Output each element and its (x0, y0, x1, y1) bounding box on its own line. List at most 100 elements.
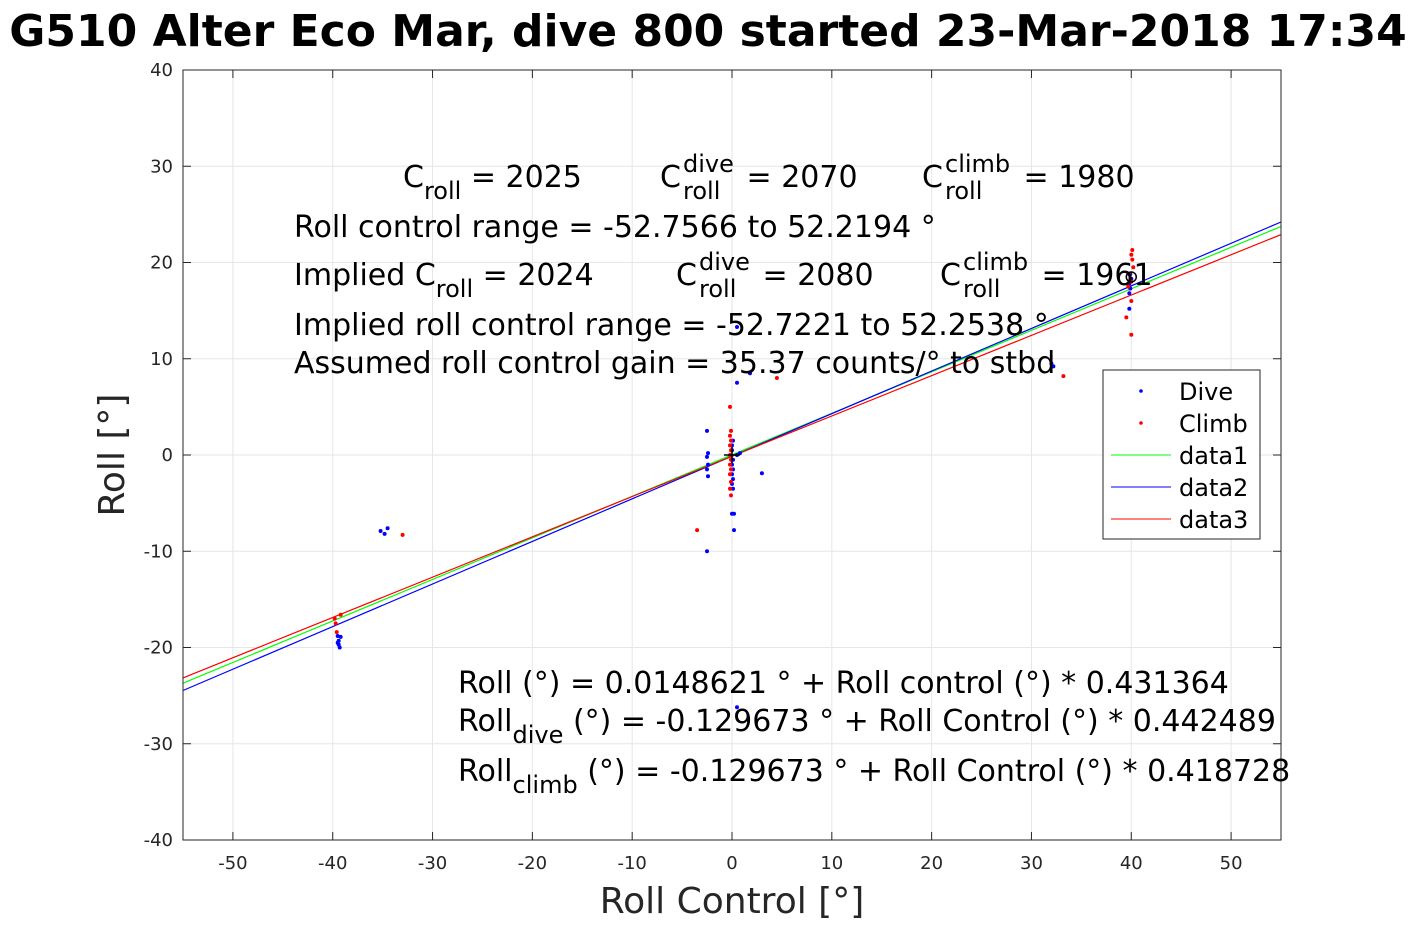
legend-climb-marker (1139, 421, 1143, 425)
y-axis-ticks: -40 -30 -20 -10 0 10 20 30 40 (144, 60, 1281, 851)
dive-point (732, 528, 736, 533)
climb-point (728, 443, 732, 448)
annotation-gain: Assumed roll control gain = 35.37 counts… (294, 346, 1055, 381)
annotation-fit-climb: Rollclimb (°) = -0.129673 ° + Roll Contr… (458, 754, 1290, 799)
climb-point (728, 462, 732, 467)
annotation-implied-range: Implied roll control range = -52.7221 to… (294, 308, 1049, 343)
dive-point (735, 705, 739, 710)
chart-title: G510 Alter Eco Mar, dive 800 started 23-… (9, 6, 1406, 57)
annotation-c-roll-dive: Cdive roll = 2070 (660, 150, 858, 205)
dive-point (748, 371, 752, 376)
climb-point (728, 486, 732, 491)
dive-point (1049, 361, 1054, 366)
dive-point (335, 634, 340, 638)
dive-point (731, 477, 735, 482)
dive-point (706, 474, 710, 479)
special-markers (724, 271, 1138, 463)
x-tick-label: 40 (1120, 853, 1143, 874)
annotation-c-roll: Croll = 2025 (403, 160, 582, 205)
climb-point (1130, 248, 1135, 252)
climb-point (1124, 315, 1129, 320)
dive-point (338, 634, 343, 639)
dive-point (731, 486, 735, 491)
dive-point (1127, 306, 1132, 311)
x-tick-label: -30 (418, 853, 447, 874)
x-tick-label: 50 (1220, 853, 1243, 874)
climb-point (333, 621, 338, 626)
x-tick-label: 10 (820, 853, 843, 874)
annotation-implied-c-roll-dive: Cdive roll = 2080 (676, 248, 874, 303)
y-tick-label: -20 (144, 638, 173, 659)
dive-point (1127, 291, 1132, 296)
dive-point (732, 511, 736, 516)
dive-point (1129, 276, 1134, 281)
dive-point (759, 471, 764, 476)
x-tick-label: -40 (318, 853, 347, 874)
legend-dive-label: Dive (1179, 378, 1233, 406)
annotation-fit-dive: Rolldive (°) = -0.129673 ° + Roll Contro… (458, 704, 1276, 749)
dive-point (735, 380, 739, 385)
climb-point (1126, 284, 1131, 289)
reference-circle-marker (1125, 271, 1138, 283)
annotation-c-roll-climb: Cclimb roll = 1980 (922, 150, 1135, 205)
legend-data1-label: data1 (1179, 442, 1248, 470)
dive-point (382, 531, 387, 536)
x-tick-label: 0 (726, 853, 737, 874)
dive-point (705, 454, 709, 459)
dive-point (378, 529, 383, 533)
climb-point (774, 376, 779, 380)
climb-point (729, 479, 733, 484)
legend-data2-label: data2 (1179, 474, 1248, 502)
dive-point (385, 526, 390, 531)
climb-point (1131, 265, 1136, 270)
annotation-implied-c-roll: Implied Croll = 2024 (294, 258, 594, 303)
climb-point (729, 467, 733, 472)
x-tick-label: -10 (617, 853, 646, 874)
y-tick-label: -40 (144, 830, 173, 851)
legend-dive-marker (1139, 389, 1143, 393)
climb-point (729, 428, 733, 433)
y-tick-label: -10 (144, 541, 173, 562)
climb-point (1129, 299, 1134, 303)
y-tick-label: 0 (162, 445, 173, 466)
annotation-implied-c-roll-climb: Cclimb roll = 1961 (940, 248, 1153, 303)
dive-point (1051, 364, 1056, 369)
dive-point (337, 645, 342, 650)
dive-point (706, 462, 710, 467)
y-axis-label: Roll [°] (92, 394, 133, 517)
dive-point (738, 451, 742, 456)
climb-point (1129, 332, 1134, 337)
x-tick-label: 30 (1020, 853, 1043, 874)
climb-point (1130, 257, 1135, 262)
x-tick-label: -20 (518, 853, 547, 874)
climb-point (695, 528, 700, 533)
x-axis-label: Roll Control [°] (600, 881, 865, 922)
climb-point (729, 493, 733, 498)
climb-point (400, 532, 405, 537)
dive-point (705, 428, 709, 433)
climb-point (334, 630, 339, 635)
legend: Dive Climb data1 data2 data3 (1102, 369, 1261, 540)
climb-point (728, 433, 732, 438)
dive-point (735, 325, 739, 329)
x-axis-ticks: -50 -40 -30 -20 -10 0 10 20 30 40 50 (218, 70, 1243, 874)
climb-point (338, 612, 343, 617)
climb-point (332, 616, 337, 621)
annotation-fit-all: Roll (°) = 0.0148621 ° + Roll control (°… (458, 666, 1229, 701)
dive-point (705, 467, 709, 472)
annotation-roll-control-range: Roll control range = -52.7566 to 52.2194… (294, 210, 936, 245)
y-tick-label: 20 (150, 253, 173, 274)
y-tick-label: -30 (144, 734, 173, 755)
climb-point (728, 404, 732, 409)
legend-data3-label: data3 (1179, 506, 1248, 534)
climb-point (729, 438, 733, 443)
x-tick-label: -50 (218, 853, 247, 874)
climb-point (728, 472, 732, 477)
dive-point (335, 640, 340, 645)
dive-point (705, 549, 709, 554)
dive-point (706, 451, 710, 456)
y-tick-label: 30 (150, 156, 173, 177)
x-tick-label: 20 (920, 853, 943, 874)
climb-point (1061, 374, 1066, 379)
